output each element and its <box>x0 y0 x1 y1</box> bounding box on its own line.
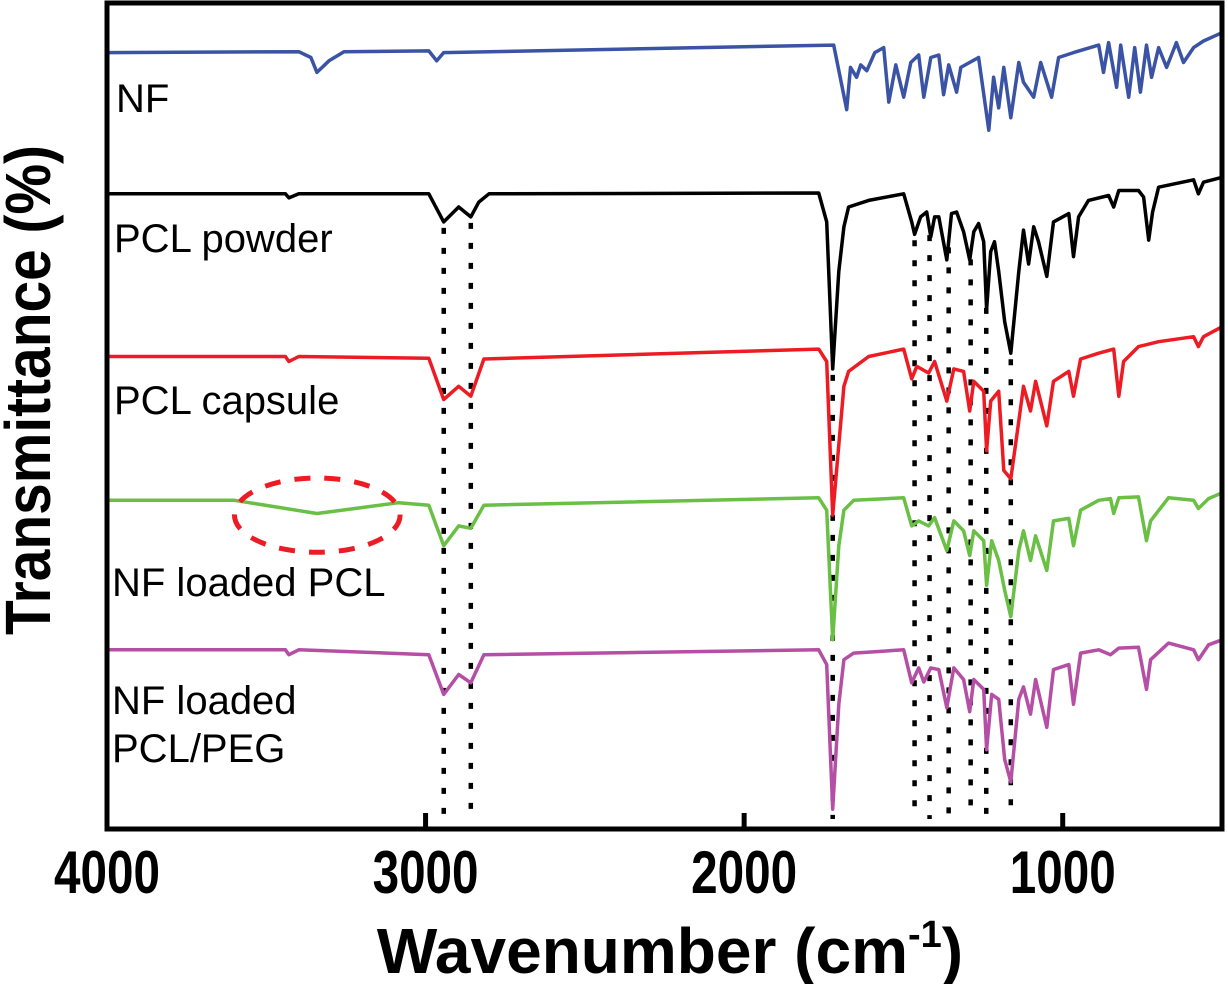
series-label-nf-loaded-pcl-peg-line2: PCL/PEG <box>112 727 285 771</box>
series-line-pcl-capsule <box>107 325 1223 517</box>
series-line-nf-loaded-pcl <box>107 491 1223 642</box>
x-ticks <box>423 813 1066 829</box>
x-tick-label-4000: 4000 <box>54 839 160 906</box>
series-label-pcl-powder: PCL powder <box>114 217 333 261</box>
x-axis-title-main: Wavenumber (cm <box>377 915 908 984</box>
x-tick-labels: 4000 3000 2000 1000 <box>54 839 1116 906</box>
series-labels: NF PCL powder PCL capsule NF loaded PCL … <box>112 77 385 771</box>
x-tick-label-2000: 2000 <box>691 839 797 906</box>
y-axis-title: Transmittance (%) <box>0 145 64 635</box>
reference-lines <box>441 222 1014 819</box>
x-axis-title-suffix: ) <box>942 915 963 984</box>
series-line-pcl-powder <box>107 175 1223 371</box>
series-label-nf-loaded-pcl-peg-line1: NF loaded <box>112 679 297 723</box>
plot-frame <box>104 0 1225 832</box>
series-label-nf: NF <box>116 77 169 121</box>
series-label-nf-loaded-pcl: NF loaded PCL <box>112 561 385 605</box>
x-axis-title-superscript: -1 <box>908 914 942 956</box>
x-axis-title: Wavenumber (cm-1) <box>377 914 963 984</box>
series-line-nf-loaded-pcl-peg <box>107 638 1223 811</box>
series-line-nf <box>106 31 1223 132</box>
series-label-pcl-capsule: PCL capsule <box>114 379 339 423</box>
series-lines <box>106 31 1223 811</box>
highlight-ellipse <box>231 475 403 555</box>
x-tick-label-1000: 1000 <box>1010 839 1116 906</box>
x-tick-label-3000: 3000 <box>373 839 479 906</box>
